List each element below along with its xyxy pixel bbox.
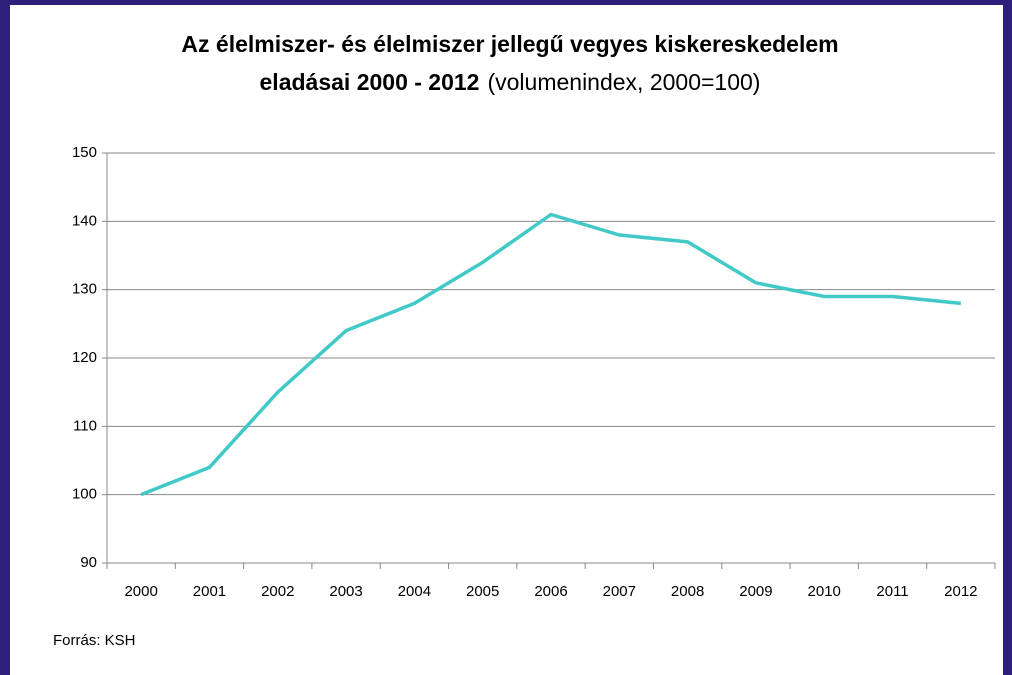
y-tick-label: 150 xyxy=(72,144,97,161)
background xyxy=(10,5,1003,675)
x-tick-label: 2005 xyxy=(466,583,499,600)
x-tick-label: 2011 xyxy=(876,583,908,600)
chart-subtitle: (volumenindex, 2000=100) xyxy=(487,69,760,95)
x-tick-label: 2000 xyxy=(124,583,157,600)
x-tick-label: 2003 xyxy=(329,583,362,600)
x-tick-label: 2009 xyxy=(739,583,772,600)
y-tick-label: 140 xyxy=(72,212,97,229)
chart-title-line: eladásai 2000 - 2012 (volumenindex, 2000=… xyxy=(260,69,761,95)
y-tick-label: 130 xyxy=(72,281,97,298)
chart-title: eladásai 2000 - 2012 xyxy=(260,69,480,95)
chart-title: Az élelmiszer- és élelmiszer jellegű veg… xyxy=(181,31,838,57)
x-tick-label: 2001 xyxy=(193,583,226,600)
x-tick-label: 2004 xyxy=(398,583,431,600)
x-tick-label: 2012 xyxy=(944,583,977,600)
y-tick-label: 100 xyxy=(72,486,97,503)
x-tick-label: 2006 xyxy=(534,583,567,600)
x-tick-label: 2010 xyxy=(808,583,841,600)
source-note: Forrás: KSH xyxy=(53,632,136,649)
x-tick-label: 2002 xyxy=(261,583,294,600)
data-line xyxy=(140,212,962,497)
y-tick-label: 120 xyxy=(72,349,97,366)
x-tick-label: 2008 xyxy=(671,583,704,600)
y-tick-label: 90 xyxy=(80,554,97,571)
x-tick-label: 2007 xyxy=(603,583,636,600)
y-tick-label: 110 xyxy=(73,417,97,434)
